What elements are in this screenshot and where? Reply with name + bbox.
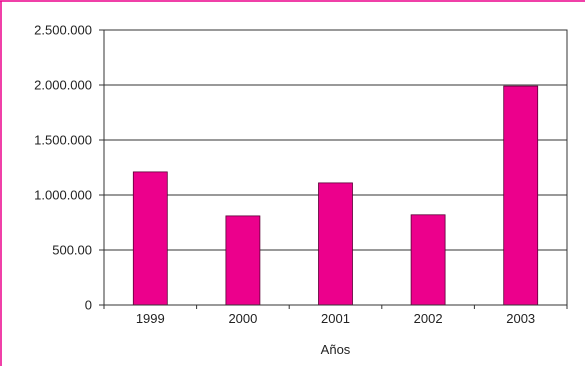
y-tick-label: 1.000.000 [34,188,92,203]
y-tick-label: 1.500.000 [34,133,92,148]
y-tick-label: 0 [85,298,92,313]
x-tick-label: 2001 [321,311,350,326]
bars [132,85,539,306]
x-axis-label: Años [321,342,351,357]
bar-chart: 0 500.00 1.000.000 1.500.000 2.000.000 2.500.… [34,23,568,357]
plot-area-border [103,29,568,306]
x-tick-label: 1999 [136,311,165,326]
bar-2000 [225,215,261,306]
bar-2001 [318,182,353,306]
x-tick-label: 2000 [228,311,257,326]
y-tick-label: 2.000.000 [34,78,92,93]
x-tick-label: 2002 [414,311,443,326]
x-axis-ticks: 1999 2000 2001 2002 2003 [103,305,568,326]
y-axis-ticks: 0 500.00 1.000.000 1.500.000 2.000.000 2.500.… [34,23,104,313]
bar-1999 [132,171,168,306]
y-tick-label: 2.500.000 [34,23,92,38]
bar-2002 [410,214,446,306]
bar-2003 [503,85,539,306]
y-tick-label: 500.00 [52,243,92,258]
x-tick-label: 2003 [506,311,535,326]
